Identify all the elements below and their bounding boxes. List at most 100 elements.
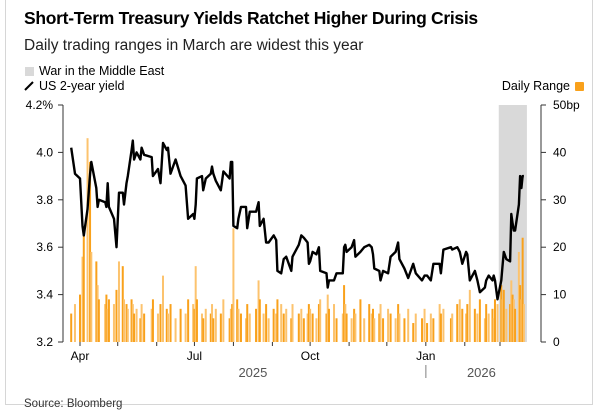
x-axis-label: Apr: [71, 349, 90, 363]
daily-range-bar: [439, 313, 442, 342]
daily-range-bar: [107, 299, 110, 342]
daily-range-bar: [370, 313, 373, 342]
daily-range-bar: [473, 308, 476, 342]
daily-range-bar: [135, 308, 138, 342]
daily-range-bar: [353, 308, 356, 342]
daily-range-bar: [285, 308, 288, 342]
daily-range-bar: [151, 299, 154, 342]
daily-range-bar: [202, 318, 205, 342]
daily-range-bar: [344, 304, 347, 342]
daily-range-bar: [466, 304, 469, 342]
daily-range-bar: [492, 318, 495, 342]
daily-range-bar: [421, 318, 424, 342]
daily-range-bar: [255, 308, 258, 342]
daily-range-bar: [258, 299, 261, 342]
daily-range-bar: [520, 299, 523, 342]
daily-range-bar: [244, 318, 247, 342]
daily-range-bar: [398, 313, 401, 342]
daily-range-bar: [140, 304, 143, 342]
daily-range-bar: [438, 304, 441, 342]
chart-title: Short-Term Treasury Yields Ratchet Highe…: [24, 8, 478, 28]
daily-range-bar: [451, 313, 454, 342]
daily-range-bar: [371, 308, 374, 342]
daily-range-bar: [115, 289, 118, 342]
left-axis-label: 3.4: [36, 288, 53, 302]
daily-range-bar: [82, 232, 85, 342]
daily-range-bar: [394, 318, 397, 342]
daily-range-bar: [291, 304, 294, 342]
daily-range-bar: [161, 275, 164, 342]
daily-range-bar: [174, 318, 177, 342]
daily-range-bar: [493, 299, 496, 342]
daily-range-bar: [519, 285, 522, 342]
daily-range-bar: [73, 304, 76, 342]
daily-range-bar: [200, 313, 203, 342]
daily-range-bar: [236, 299, 239, 342]
daily-range-bar: [123, 299, 126, 342]
daily-range-bar: [131, 304, 134, 342]
daily-range-bar: [325, 313, 328, 342]
daily-range-bar: [276, 299, 279, 342]
daily-range-bar: [90, 251, 93, 342]
daily-range-bar: [317, 304, 320, 342]
daily-range-bar: [432, 318, 435, 342]
daily-range-bar: [165, 308, 168, 342]
left-axis-label: 4.0: [36, 145, 53, 159]
daily-range-bar: [222, 299, 225, 342]
daily-range-bar: [412, 323, 415, 342]
daily-range-bar: [333, 304, 336, 342]
daily-range-bar: [496, 304, 499, 342]
daily-range-bar: [159, 304, 162, 342]
daily-range-bar: [335, 318, 338, 342]
daily-range-bar: [167, 313, 170, 342]
daily-range-bar: [262, 313, 265, 342]
left-axis-label: 3.2: [36, 335, 53, 349]
daily-range-bar: [179, 308, 182, 342]
daily-range-bar: [300, 308, 303, 342]
right-axis-label: 50bp: [553, 98, 580, 112]
daily-range-bar: [297, 313, 300, 342]
daily-range-bar: [169, 304, 172, 342]
daily-range-bar: [478, 299, 481, 342]
daily-range-bar: [272, 308, 275, 342]
daily-range-bar: [231, 304, 234, 342]
daily-range-bar: [379, 304, 382, 342]
daily-range-bar: [373, 318, 376, 342]
daily-range-bar: [290, 318, 293, 342]
daily-range-bar: [70, 313, 73, 342]
daily-range-bar: [456, 304, 459, 342]
shaded-swatch-icon: [25, 66, 34, 76]
x-axis-year-label: 2025: [238, 365, 267, 380]
daily-range-bar: [194, 266, 197, 342]
daily-range-bar: [319, 299, 322, 342]
daily-range-bar: [302, 318, 305, 342]
daily-range-bar: [426, 323, 429, 342]
daily-range-bar: [143, 313, 146, 342]
daily-range-bar: [429, 313, 432, 342]
daily-range-bar: [522, 304, 525, 342]
legend-label-bars: Daily Range: [501, 79, 570, 93]
daily-range-bar: [267, 318, 270, 342]
daily-range-bar: [382, 318, 385, 342]
right-axis-label: 30: [553, 193, 567, 207]
daily-range-bar: [350, 318, 353, 342]
daily-range-bar: [209, 313, 212, 342]
chart-card: [5, 0, 593, 405]
left-axis-label: 4.2%: [26, 98, 54, 112]
daily-range-bar: [327, 308, 330, 342]
daily-range-bar: [156, 313, 159, 342]
daily-range-bar: [343, 285, 346, 342]
daily-range-bar: [521, 237, 524, 342]
yield-line: [70, 139, 524, 301]
daily-range-bar: [368, 304, 371, 342]
legend-item-shaded: War in the Middle East: [25, 64, 164, 78]
daily-range-bar: [510, 280, 513, 342]
daily-range-bar: [461, 308, 464, 342]
daily-range-bar: [130, 299, 133, 342]
legend-item-line: US 2-year yield: [24, 79, 124, 93]
daily-range-bar: [228, 318, 231, 342]
daily-range-bar: [139, 318, 142, 342]
bars-swatch-icon: [575, 81, 584, 91]
daily-range-bar: [511, 294, 514, 342]
daily-range-bar: [229, 308, 232, 342]
